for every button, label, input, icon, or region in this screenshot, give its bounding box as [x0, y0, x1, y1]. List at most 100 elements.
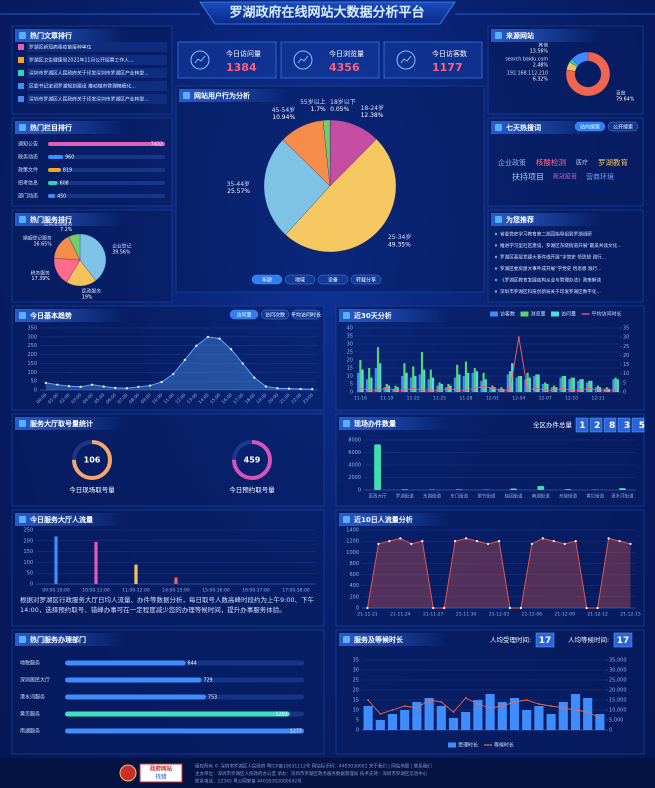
tab[interactable]: [229, 309, 259, 320]
tab[interactable]: [607, 121, 639, 132]
x-tick-label: 21-11-30: [456, 612, 477, 618]
tab-label[interactable]: 设备: [328, 276, 338, 283]
tab-label[interactable]: 站内搜索: [580, 123, 600, 130]
bar: [409, 377, 413, 392]
x-tick-label: 东晓街道: [559, 493, 577, 500]
tab-label[interactable]: 公开搜索: [613, 123, 633, 130]
tab[interactable]: [260, 309, 290, 320]
hot-word[interactable]: 企业政策: [498, 158, 526, 167]
list-row: [27, 42, 167, 52]
tab-label[interactable]: 地域: [295, 276, 305, 283]
list-bullet: [494, 267, 498, 270]
point: [416, 707, 418, 709]
point: [541, 537, 544, 540]
bar: [65, 694, 206, 700]
stat-label: 今日浏览量: [329, 49, 364, 58]
tab-label[interactable]: 平均访问时长: [291, 311, 321, 318]
bar: [563, 376, 567, 392]
ring-value: 459: [244, 456, 261, 465]
tab[interactable]: [350, 274, 382, 285]
point: [287, 387, 291, 390]
article-title[interactable]: 区委书记定调罗湖规划建设 推动城市管理精细化...: [29, 83, 136, 90]
tab[interactable]: [251, 274, 283, 285]
slice-value: 12.38%: [361, 112, 384, 119]
point: [67, 385, 71, 388]
bar-value: 753: [208, 695, 217, 701]
tab-label[interactable]: 转载分享: [356, 276, 376, 283]
point: [114, 386, 117, 389]
panel-title-bar: [15, 633, 125, 646]
recommend-item[interactable]: 省委党史学习教育第二巡回指导组到罗湖调研: [500, 231, 592, 238]
x-tick-label: 14:00-15:00: [162, 588, 190, 594]
y-tick-label: 35: [347, 334, 353, 340]
x-tick-label: 桂园街道: [505, 493, 523, 500]
tab-label[interactable]: 访问量: [236, 311, 251, 318]
bar: [484, 379, 487, 392]
tab-label[interactable]: 访问次数: [265, 311, 285, 318]
bar: [473, 368, 476, 392]
tab[interactable]: [291, 309, 321, 320]
hot-word[interactable]: 营商环境: [586, 172, 614, 181]
panel-icon: [19, 216, 26, 223]
article-title[interactable]: 深圳市罗湖区人民政府关于印发深圳市罗湖区产业转型...: [29, 96, 149, 103]
bar: [455, 489, 463, 490]
point: [544, 389, 547, 392]
y-tick-label: 8000: [348, 438, 361, 444]
digit-box: [631, 417, 645, 433]
hot-word[interactable]: 罗湖教育: [598, 157, 628, 167]
bar: [558, 702, 568, 730]
hot-word[interactable]: 核酸检测: [536, 157, 566, 167]
recommend-item[interactable]: 深圳市罗湖区科技创新局关于印发罗湖区数字化...: [500, 288, 601, 295]
recommend-item[interactable]: 《罗湖区教育发展结构从业与管理办法》政策解读: [500, 277, 601, 284]
recommend-item[interactable]: 推进学习型社区建设，罗湖区东晓街道开展“最美共读文化...: [500, 242, 622, 249]
bar-label: 政策文件: [18, 167, 38, 174]
bar: [537, 374, 540, 392]
bar: [174, 577, 178, 584]
hot-word[interactable]: 扶持项目: [512, 172, 544, 182]
hot-word[interactable]: 医疗: [576, 159, 588, 167]
point: [464, 697, 467, 699]
article-title[interactable]: 罗湖区新冠病毒疫苗接种单位: [29, 44, 92, 51]
point: [421, 389, 423, 392]
tab-label[interactable]: 年龄: [262, 276, 272, 283]
point: [607, 537, 610, 540]
y-tick-label: 600: [349, 572, 359, 578]
panel-title: 现场办件数量: [354, 419, 396, 428]
digit-box: [617, 417, 631, 433]
point: [432, 606, 435, 610]
panel-icon: [19, 420, 26, 427]
point: [456, 389, 459, 392]
footer-text: 版权所有 © 深圳市罗湖区人民政府 粤ICP备19031112号 网站标识码：4…: [195, 763, 432, 770]
point: [570, 389, 573, 392]
bar-label: 政务动态: [18, 154, 38, 161]
x-tick-label: 东湖街道: [423, 493, 441, 500]
tab[interactable]: [284, 274, 316, 285]
panel-title: 七天热搜词: [506, 123, 541, 132]
point: [388, 540, 391, 543]
point: [394, 389, 397, 392]
point: [538, 703, 540, 705]
bar: [361, 369, 364, 392]
article-title[interactable]: 深圳市罗湖区人民政府关于印发深圳市罗湖区产业转型...: [29, 70, 149, 77]
slice-value: 2.48%: [533, 62, 549, 68]
recommend-item[interactable]: 罗湖区基层党建大事件线开展“学党史 悟思想 践行...: [500, 254, 606, 261]
recommend-item[interactable]: 罗湖区委房屋大事件成开展“学党史 悟思想 践行...: [500, 265, 602, 272]
stat-card: [280, 41, 380, 79]
ring-label: 今日现场取号量: [69, 485, 115, 494]
panel-title-bar: [15, 417, 125, 430]
tab[interactable]: [574, 121, 606, 132]
tab[interactable]: [317, 274, 349, 285]
slice-label: 35-44岁: [227, 180, 250, 188]
bar-label: 招考信息: [18, 180, 38, 187]
x-tick-label: 11-16: [354, 396, 367, 402]
x-tick-label: 21-12-12: [587, 612, 608, 618]
bar-value: 819: [63, 168, 72, 174]
article-title[interactable]: 罗湖区卫生健康局2021年11月公开招聘工作人...: [29, 57, 133, 64]
x-tick-label: 10:00-11:00: [82, 588, 110, 594]
bar: [534, 706, 544, 730]
hot-word[interactable]: 新冠疫苗: [553, 173, 577, 181]
slice-value: 10.94%: [272, 114, 295, 121]
y-tick-label: 0: [350, 390, 353, 396]
bar: [48, 181, 58, 185]
bar-label: 部门动态: [18, 193, 38, 200]
